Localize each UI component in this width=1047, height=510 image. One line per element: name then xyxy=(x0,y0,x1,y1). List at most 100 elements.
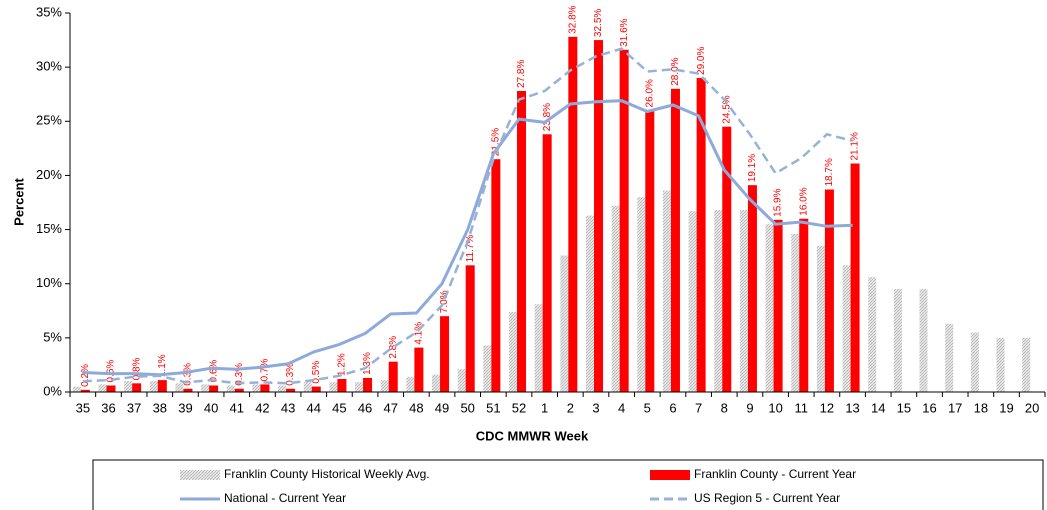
x-tick-label: 13 xyxy=(845,400,859,415)
data-label: 11.7% xyxy=(465,235,476,263)
bar xyxy=(465,265,475,392)
bar xyxy=(132,383,142,392)
bar xyxy=(98,384,107,392)
x-tick-label: 45 xyxy=(332,400,346,415)
legend-label: US Region 5 - Current Year xyxy=(694,491,840,505)
x-tick-label: 8 xyxy=(721,400,728,415)
data-label: 27.8% xyxy=(516,60,527,88)
bar xyxy=(72,386,81,392)
x-tick-label: 47 xyxy=(383,400,397,415)
x-tick-label: 36 xyxy=(101,400,115,415)
data-label: 1.2% xyxy=(337,353,348,376)
bar xyxy=(1022,337,1031,392)
x-tick-label: 35 xyxy=(76,400,90,415)
x-tick-label: 37 xyxy=(127,400,141,415)
bar xyxy=(388,361,398,392)
bar xyxy=(747,185,757,392)
bar xyxy=(440,316,450,392)
bar xyxy=(568,36,578,393)
x-tick-label: 11 xyxy=(795,400,809,415)
bar xyxy=(722,126,732,392)
x-tick-label: 40 xyxy=(204,400,218,415)
bar xyxy=(226,385,235,392)
bar xyxy=(739,210,748,392)
data-label: 32.8% xyxy=(567,5,578,33)
legend-swatch xyxy=(650,470,690,480)
x-tick-label: 20 xyxy=(1025,400,1039,415)
bar xyxy=(457,369,466,392)
bar xyxy=(593,40,603,392)
bar xyxy=(234,388,244,392)
bar xyxy=(406,376,415,392)
bar xyxy=(157,380,167,392)
data-label: 0.3% xyxy=(234,363,245,386)
bar xyxy=(560,255,569,392)
x-tick-label: 14 xyxy=(871,400,885,415)
data-label: 24.5% xyxy=(721,95,732,123)
x-tick-label: 19 xyxy=(999,400,1013,415)
x-tick-label: 1 xyxy=(541,400,548,415)
data-label: 0.5% xyxy=(311,361,322,384)
bar xyxy=(637,197,646,392)
x-tick-label: 2 xyxy=(567,400,574,415)
bar xyxy=(970,332,979,392)
bar xyxy=(124,381,133,392)
bar xyxy=(106,385,116,392)
x-tick-label: 50 xyxy=(460,400,474,415)
x-tick-label: 43 xyxy=(281,400,295,415)
x-tick-label: 7 xyxy=(695,400,702,415)
bar xyxy=(765,224,774,392)
bar xyxy=(645,110,655,392)
data-label: 0.7% xyxy=(260,359,271,382)
x-axis-title: CDC MMWR Week xyxy=(476,428,589,443)
line xyxy=(82,47,853,385)
bar xyxy=(209,385,219,392)
data-label: 31.6% xyxy=(619,18,630,46)
bar xyxy=(791,233,800,392)
x-tick-label: 39 xyxy=(178,400,192,415)
y-tick-label: 0% xyxy=(43,383,62,398)
bar xyxy=(355,382,364,392)
bar xyxy=(175,383,184,392)
y-tick-label: 15% xyxy=(36,221,62,236)
x-tick-label: 49 xyxy=(435,400,449,415)
bar xyxy=(80,389,90,392)
data-label: 23.8% xyxy=(542,103,553,131)
x-tick-label: 38 xyxy=(153,400,167,415)
data-label: 21.5% xyxy=(490,128,501,156)
x-tick-label: 17 xyxy=(948,400,962,415)
x-tick-label: 52 xyxy=(512,400,526,415)
bar xyxy=(329,382,338,392)
bar xyxy=(517,90,527,393)
bar xyxy=(842,265,851,392)
x-tick-label: 18 xyxy=(974,400,988,415)
bar xyxy=(414,347,424,392)
bar xyxy=(996,337,1005,392)
data-label: 16.0% xyxy=(798,187,809,215)
bar xyxy=(919,289,928,392)
bar xyxy=(662,190,671,392)
data-label: 0.2% xyxy=(80,364,91,387)
data-label: 1.1% xyxy=(157,354,168,377)
bar xyxy=(183,388,193,392)
bar xyxy=(201,384,210,392)
data-label: 0.6% xyxy=(106,360,117,383)
bar xyxy=(491,159,501,392)
bar xyxy=(286,388,296,392)
bar xyxy=(585,215,594,392)
data-label: 28.0% xyxy=(670,57,681,85)
data-label: 4.1% xyxy=(414,322,425,345)
legend-label: Franklin County Historical Weekly Avg. xyxy=(224,467,430,481)
y-tick-label: 20% xyxy=(36,167,62,182)
data-label: 29.0% xyxy=(696,47,707,75)
x-tick-label: 9 xyxy=(746,400,753,415)
x-tick-label: 3 xyxy=(592,400,599,415)
data-label: 26.0% xyxy=(644,79,655,107)
bar xyxy=(611,205,620,392)
y-tick-label: 30% xyxy=(36,59,62,74)
x-tick-label: 46 xyxy=(358,400,372,415)
bar xyxy=(252,384,261,392)
bar xyxy=(337,379,347,392)
legend-box xyxy=(92,459,1044,510)
